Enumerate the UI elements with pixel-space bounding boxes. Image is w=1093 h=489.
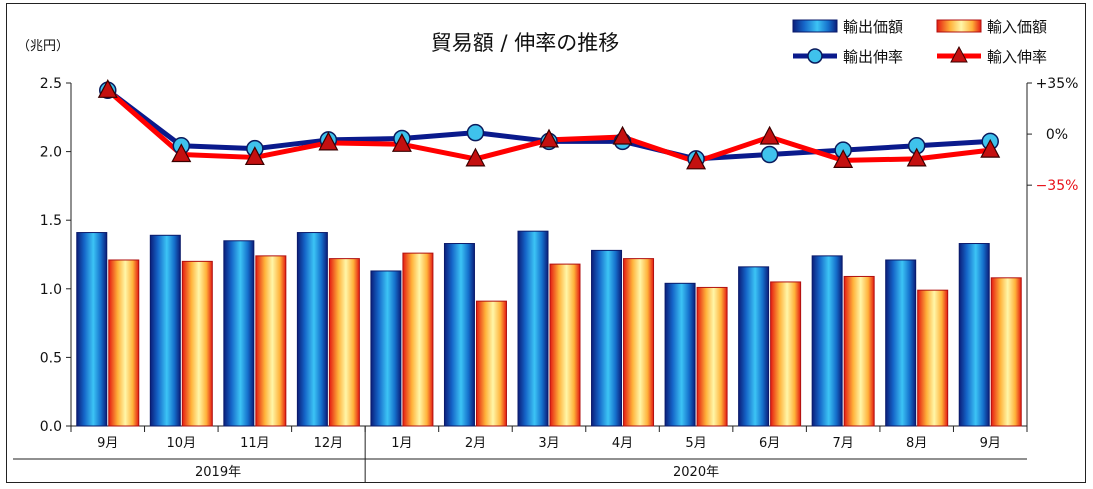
import-growth-point xyxy=(171,143,192,163)
export-bar xyxy=(958,243,990,427)
import-growth-point xyxy=(759,125,780,145)
x-tick-label: 9月 xyxy=(980,436,1001,451)
export-bar xyxy=(443,243,475,427)
tick-labels: 0.0 0.5 1.0 1.5 2.0 2.5 +35% 0% −35% 9月 10月 11月 12月 1… xyxy=(40,76,1079,480)
x-tick-label: 5月 xyxy=(685,436,706,451)
import-bar xyxy=(181,260,213,427)
legend-import-value-swatch xyxy=(936,19,982,33)
import-bar xyxy=(255,255,287,427)
x-tick-label: 8月 xyxy=(906,436,927,451)
x-tick-label: 4月 xyxy=(612,436,633,451)
left-tick-label: 0.0 xyxy=(40,419,62,435)
export-bar xyxy=(149,234,181,427)
left-tick-label: 1.0 xyxy=(40,282,62,298)
right-tick-label: −35% xyxy=(1036,178,1079,194)
left-tick-label: 2.5 xyxy=(40,76,62,92)
chart-title: 貿易額 / 伸率の推移 xyxy=(431,31,619,55)
right-tick-label: +35% xyxy=(1036,76,1079,92)
import-bar xyxy=(917,289,949,427)
import-growth-point xyxy=(465,147,486,167)
export-growth-point xyxy=(466,123,485,142)
legend-export-growth-marker xyxy=(807,48,823,64)
chart-frame: 貿易額 / 伸率の推移 （兆円） 0.0 0.5 1.0 1.5 2.0 2.5 +35% 0… xyxy=(6,3,1086,483)
legend-import-growth-marker xyxy=(950,45,968,63)
import-bar xyxy=(696,286,728,427)
x-tick-label: 10月 xyxy=(167,436,197,451)
left-tick-label: 1.5 xyxy=(40,213,62,229)
import-growth-point xyxy=(539,128,559,148)
export-bar xyxy=(517,230,549,427)
legend-import-value-label: 輸入価額 xyxy=(987,18,1047,36)
export-bar xyxy=(370,270,402,427)
legend-export-value-swatch xyxy=(792,19,838,33)
export-bar xyxy=(738,266,770,427)
import-growth-point xyxy=(980,138,1001,158)
legend-import-growth-label: 輸入伸率 xyxy=(987,48,1047,66)
import-growth-point xyxy=(906,147,927,167)
legend-export-growth-label: 輸出伸率 xyxy=(843,48,903,66)
year-label: 2020年 xyxy=(673,465,719,480)
export-bar xyxy=(76,232,108,427)
import-growth-point xyxy=(97,79,118,98)
trade-chart: 貿易額 / 伸率の推移 （兆円） 0.00.51.01.52.02.5 +35%0… xyxy=(13,18,1079,482)
right-tick-label: 0% xyxy=(1046,127,1068,143)
import-growth-point xyxy=(686,150,707,170)
x-tick-label: 11月 xyxy=(240,436,270,451)
export-growth-point xyxy=(760,145,779,164)
import-growth-point xyxy=(318,131,339,151)
import-bar xyxy=(108,259,140,427)
bars xyxy=(76,230,1022,427)
import-bar xyxy=(402,252,434,427)
import-growth-point xyxy=(612,125,633,145)
export-bar xyxy=(811,255,843,427)
export-bar xyxy=(664,282,696,427)
x-tick-label: 7月 xyxy=(833,436,854,451)
x-tick-label: 6月 xyxy=(759,436,780,451)
x-tick-label: 1月 xyxy=(391,436,412,451)
import-bar xyxy=(843,275,875,427)
x-tick-label: 12月 xyxy=(314,436,344,451)
export-bar xyxy=(591,249,623,427)
x-tick-label: 9月 xyxy=(97,436,118,451)
left-tick-label: 0.5 xyxy=(40,350,62,366)
import-bar xyxy=(990,277,1022,427)
import-bar xyxy=(549,263,581,427)
year-label: 2019年 xyxy=(195,465,241,480)
legend-export-value-label: 輸出価額 xyxy=(843,18,903,36)
import-growth-point xyxy=(391,133,412,152)
left-axis-unit: （兆円） xyxy=(17,39,69,54)
x-tick-label: 2月 xyxy=(465,436,486,451)
growth-lines xyxy=(97,79,1001,170)
export-bar xyxy=(296,232,328,427)
import-growth-point xyxy=(244,146,265,166)
import-bar xyxy=(623,258,655,427)
export-bar xyxy=(223,240,255,427)
left-tick-label: 2.0 xyxy=(40,145,62,161)
import-bar xyxy=(475,300,507,427)
import-bar xyxy=(770,281,802,427)
import-bar xyxy=(328,258,360,427)
import-growth-point xyxy=(833,149,854,168)
export-bar xyxy=(885,259,917,427)
x-tick-label: 3月 xyxy=(538,436,559,451)
